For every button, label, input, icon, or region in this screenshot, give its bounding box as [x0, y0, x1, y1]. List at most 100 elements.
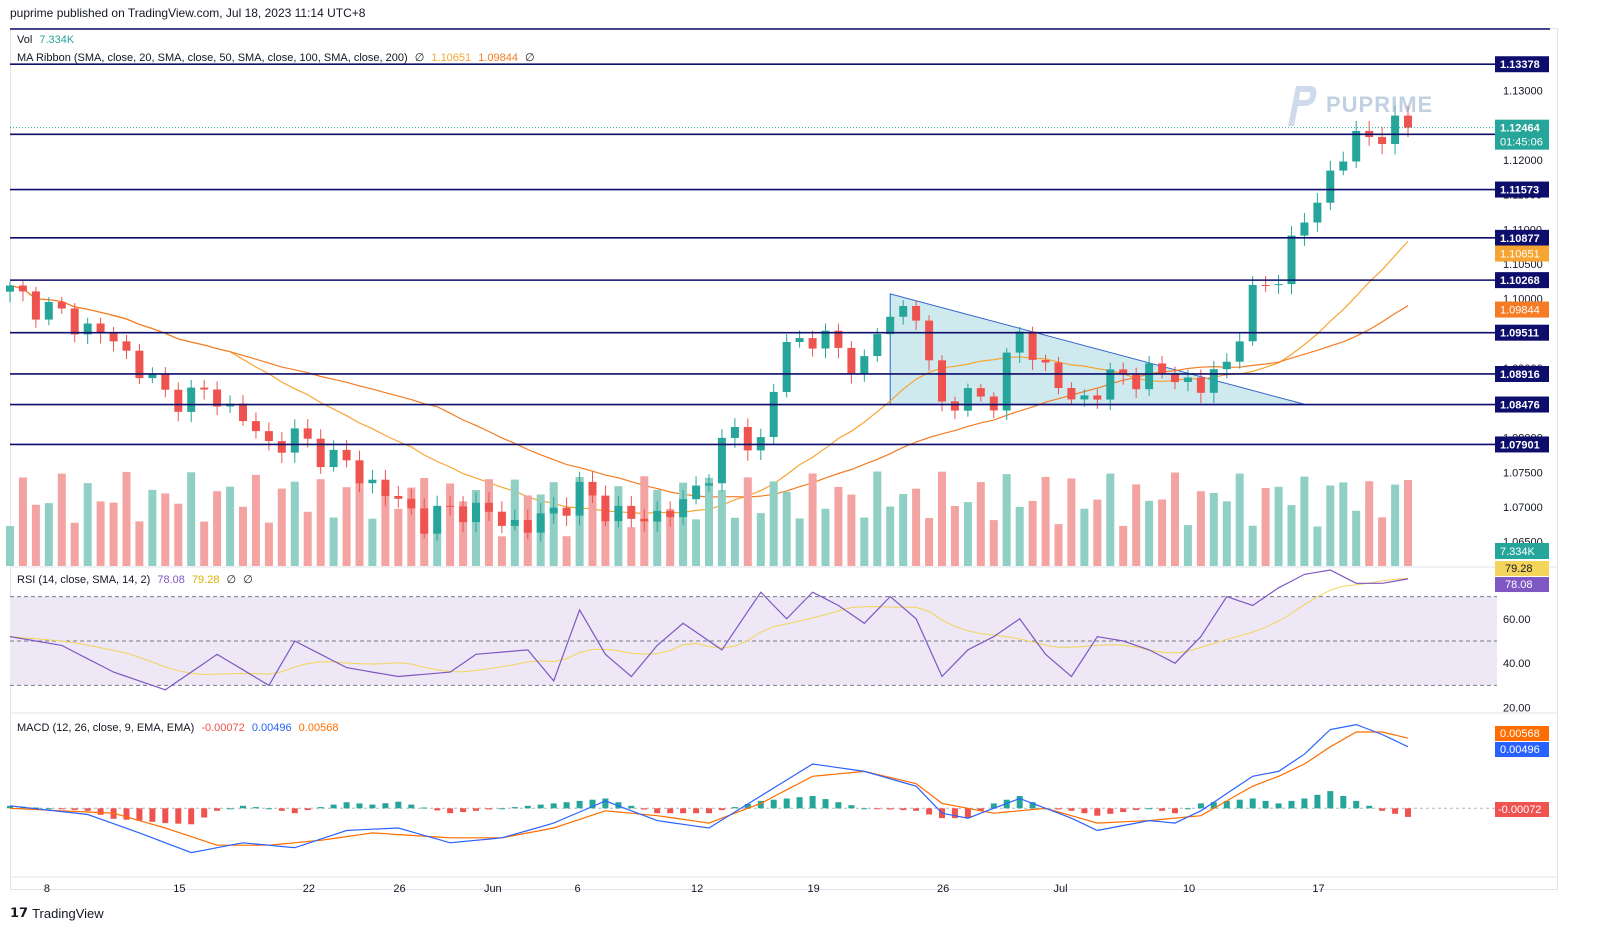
tradingview-logo[interactable]: 𝟭𝟳 TradingView: [10, 905, 104, 921]
candle-body: [187, 387, 196, 412]
candle-body: [899, 306, 908, 317]
volume-bar: [627, 527, 636, 566]
macd-histogram-bar: [1262, 800, 1269, 809]
macd-histogram-bar: [382, 803, 389, 809]
macd-histogram-bar: [537, 804, 544, 809]
macd-histogram-bar: [304, 808, 311, 811]
macd-histogram-bar: [1353, 800, 1360, 809]
vol-legend[interactable]: Vol 7.334K: [17, 34, 78, 46]
rsi-null-2: ∅: [243, 574, 253, 586]
volume-bar: [381, 484, 390, 566]
candle-body: [161, 374, 170, 390]
macd-histogram-bar: [731, 807, 738, 809]
macd-histogram-bar: [511, 807, 518, 809]
candle-body: [627, 505, 636, 519]
volume-bar: [743, 477, 752, 566]
candle-body: [989, 396, 998, 411]
candle-body: [834, 330, 843, 348]
candle-body: [588, 481, 597, 496]
volume-bar: [601, 501, 610, 566]
candle-body: [1015, 331, 1024, 353]
x-axis-tick-label: 8: [44, 883, 50, 895]
volume-bar: [1080, 508, 1089, 566]
candle-body: [1132, 374, 1141, 390]
macd-histogram-bar: [563, 802, 570, 809]
candle-body: [251, 421, 260, 432]
volume-bar: [549, 482, 558, 566]
volume-bar: [6, 526, 14, 566]
volume-bar: [1145, 500, 1154, 566]
volume-bar: [976, 482, 985, 566]
volume-bar: [200, 521, 209, 566]
volume-bar: [303, 511, 312, 566]
volume-bar: [886, 506, 895, 566]
macd-histogram-bar: [71, 808, 78, 810]
macd-histogram-bar: [1159, 808, 1166, 811]
published-header: puprime published on TradingView.com, Ju…: [10, 6, 366, 20]
last-price-label: 1.12464: [1500, 123, 1541, 135]
macd-histogram-bar: [1120, 808, 1127, 812]
price-level-label: 1.10268: [1500, 275, 1540, 287]
candle-body: [886, 316, 895, 335]
candle-body: [510, 520, 519, 526]
volume-bar: [1261, 488, 1270, 566]
countdown-label: 01:45:06: [1500, 137, 1543, 149]
candle-body: [1106, 369, 1115, 400]
macd-legend[interactable]: MACD (12, 26, close, 9, EMA, EMA) -0.000…: [17, 722, 342, 734]
ma-null-2: ∅: [525, 52, 535, 64]
candle-body: [433, 505, 442, 534]
rsi-legend[interactable]: RSI (14, close, SMA, 14, 2) 78.08 79.28 …: [17, 573, 257, 586]
macd-histogram-bar: [848, 805, 855, 809]
macd-histogram-bar: [718, 808, 725, 811]
volume-bar: [1222, 501, 1231, 566]
price-level-tag: [1495, 272, 1549, 289]
macd-histogram-bar: [654, 808, 661, 814]
macd-histogram-bar: [149, 808, 156, 822]
x-axis-tick-label: 6: [575, 883, 581, 895]
macd-histogram-bar: [7, 805, 13, 809]
price-level-label: 1.08476: [1500, 400, 1540, 412]
macd-histogram-bar: [1249, 798, 1256, 809]
rsi-ma-tag-label: 79.28: [1505, 563, 1533, 575]
price-level-label: 1.13378: [1500, 59, 1540, 71]
volume-bar: [1183, 525, 1192, 566]
macd-histogram-bar: [97, 808, 104, 815]
volume-bar: [239, 506, 247, 566]
price-level-tag: [1495, 436, 1549, 453]
candle-body: [264, 431, 273, 441]
candle-body: [31, 291, 40, 320]
candle-body: [1326, 170, 1335, 203]
volume-bar: [873, 471, 882, 566]
candle-body: [717, 437, 726, 484]
volume-bar: [795, 518, 804, 566]
macd-histogram-bar: [783, 798, 790, 809]
candle-body: [1145, 363, 1154, 390]
puprime-watermark: PUPRIME: [1282, 82, 1433, 128]
ma-legend[interactable]: MA Ribbon (SMA, close, 20, SMA, close, 5…: [17, 51, 539, 64]
ma100-tag: [1495, 301, 1549, 318]
macd-histogram-bar: [175, 808, 182, 824]
volume-bar: [1274, 486, 1283, 566]
volume-bar: [1365, 481, 1374, 566]
candle-body: [601, 495, 610, 522]
candle-body: [1119, 369, 1128, 375]
macd-histogram-bar: [1379, 808, 1386, 811]
candle-body: [1002, 352, 1011, 411]
ma-value-1: 1.10651: [431, 52, 472, 64]
volume-bar: [588, 491, 597, 566]
macd-histogram-bar: [201, 808, 208, 818]
volume-bar: [57, 473, 66, 566]
rsi-label: RSI (14, close, SMA, 14, 2): [17, 574, 151, 586]
candle-body: [446, 505, 455, 507]
volume-bar: [1313, 526, 1322, 566]
macd-histogram-bar: [1340, 796, 1347, 809]
macd-histogram-bar: [990, 803, 997, 809]
volume-bar: [989, 520, 998, 566]
price-level-label: 1.08916: [1500, 369, 1540, 381]
macd-histogram-bar: [1197, 803, 1204, 809]
candle-body: [705, 483, 713, 486]
volume-tag: [1495, 543, 1549, 559]
candle-body: [666, 510, 675, 518]
candle-body: [808, 338, 817, 349]
